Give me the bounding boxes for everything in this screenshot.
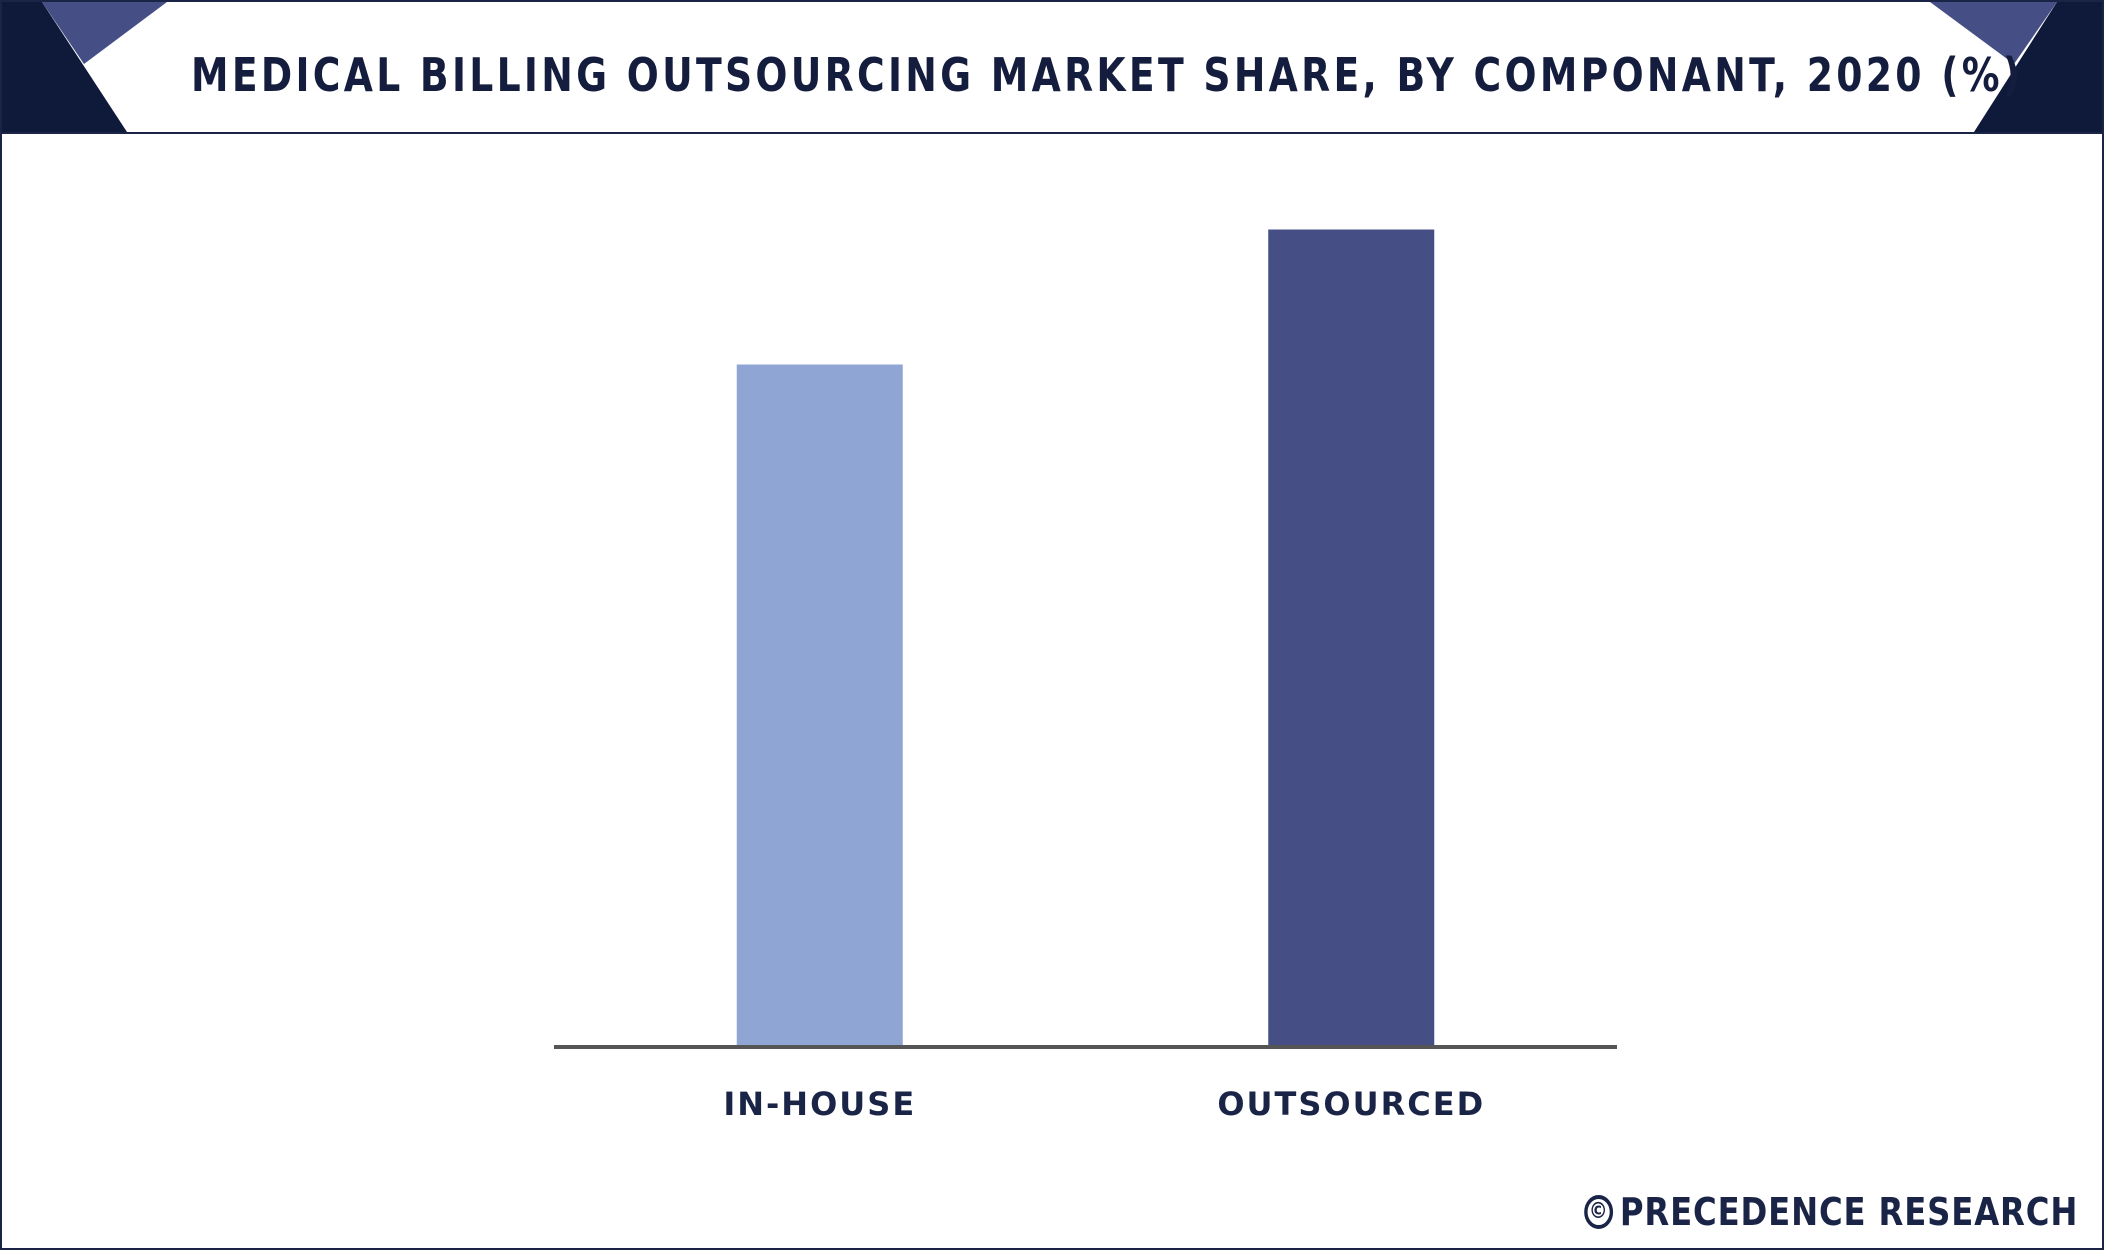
bars-group xyxy=(736,229,1435,1047)
bar-in-house xyxy=(736,364,903,1047)
banner-accent-left xyxy=(42,2,167,64)
banner-corner-left xyxy=(2,2,127,132)
bar-outsourced xyxy=(1268,229,1435,1047)
chart-title: MEDICAL BILLING OUTSOURCING MARKET SHARE… xyxy=(191,48,2024,102)
banner-accent-right xyxy=(1930,2,2057,64)
copyright-icon: © xyxy=(1583,1195,1613,1229)
brand-credit: © PRECEDENCE RESEARCH xyxy=(1583,1190,2078,1234)
banner-decoration xyxy=(2,2,2102,132)
category-label-outsourced: OUTSOURCED xyxy=(1217,1085,1485,1123)
category-labels: IN-HOUSE OUTSOURCED xyxy=(723,1085,1485,1123)
brand-name: PRECEDENCE RESEARCH xyxy=(1619,1190,2078,1234)
banner-corner-right xyxy=(1974,2,2102,132)
category-label-in-house: IN-HOUSE xyxy=(723,1085,916,1123)
title-banner: MEDICAL BILLING OUTSOURCING MARKET SHARE… xyxy=(2,2,2102,134)
